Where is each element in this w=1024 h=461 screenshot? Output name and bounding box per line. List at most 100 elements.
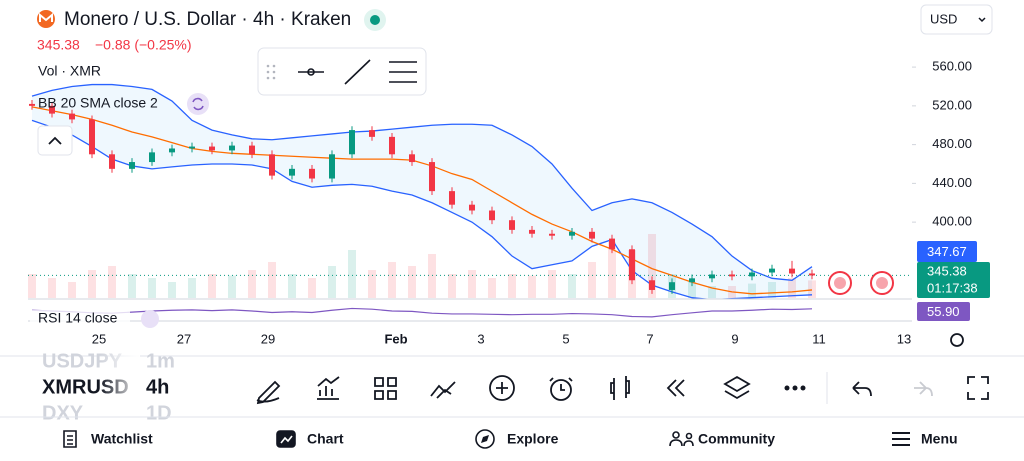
add-tool[interactable] bbox=[489, 375, 515, 401]
volume-bar bbox=[128, 274, 136, 298]
bb-settings-icon bbox=[192, 97, 204, 111]
volume-bar bbox=[568, 274, 576, 298]
x-tick-label: 3 bbox=[477, 331, 484, 346]
watchlist-interval[interactable]: 4h bbox=[146, 376, 169, 398]
bb-settings[interactable] bbox=[187, 93, 209, 115]
price-label: 347.67 bbox=[927, 244, 967, 259]
dropdown-arrow bbox=[978, 17, 986, 23]
volume-bar bbox=[388, 262, 396, 298]
rsi-legend: RSI 14 close bbox=[38, 310, 118, 326]
candle-body bbox=[529, 229, 535, 234]
undo-tool[interactable] bbox=[852, 381, 872, 397]
nav-item[interactable]: Watchlist bbox=[91, 431, 153, 447]
volume-bar bbox=[268, 262, 276, 298]
volume-bar bbox=[348, 250, 356, 298]
volume-bar bbox=[228, 275, 236, 298]
trend-line-tool[interactable] bbox=[344, 59, 371, 85]
layers-tool[interactable] bbox=[723, 375, 751, 400]
bb-fill bbox=[32, 84, 812, 299]
compare-tool[interactable] bbox=[430, 381, 456, 399]
candle-body bbox=[169, 148, 175, 153]
settings-button[interactable] bbox=[950, 333, 964, 347]
candle-body bbox=[669, 282, 675, 290]
plot-area bbox=[28, 83, 910, 299]
menu-icon bbox=[892, 432, 910, 446]
volume-legend: Vol · XMR bbox=[38, 63, 101, 79]
volume-bar bbox=[788, 278, 796, 298]
candle-body bbox=[429, 162, 435, 192]
toolbar bbox=[256, 375, 989, 405]
rsi-settings[interactable] bbox=[141, 310, 159, 328]
price-label: 55.90 bbox=[927, 304, 960, 319]
watchlist-interval[interactable]: 1D bbox=[146, 402, 172, 424]
volume-bar bbox=[648, 234, 656, 298]
candle-body bbox=[609, 238, 615, 250]
candle-body bbox=[789, 268, 795, 274]
candle-body bbox=[569, 231, 575, 236]
candle-body bbox=[409, 154, 415, 163]
candle-body bbox=[369, 130, 375, 137]
indicators-tool[interactable] bbox=[317, 376, 340, 400]
nav-item[interactable]: Explore bbox=[507, 431, 559, 447]
watchlist-interval[interactable]: 1m bbox=[146, 350, 175, 372]
volume-bar bbox=[88, 270, 96, 298]
replay-tool[interactable] bbox=[666, 379, 685, 397]
candle-body bbox=[289, 168, 295, 176]
fib-tool[interactable] bbox=[389, 61, 417, 83]
drag-handle bbox=[266, 64, 276, 80]
candle-body bbox=[629, 249, 635, 281]
layout-tool[interactable] bbox=[374, 377, 397, 400]
fullscreen-tool[interactable] bbox=[967, 376, 989, 400]
nav-item[interactable]: Chart bbox=[307, 431, 344, 447]
horizontal-line-tool[interactable] bbox=[298, 68, 324, 76]
price-label-box bbox=[917, 302, 970, 321]
volume-bar bbox=[608, 242, 616, 298]
collapse-button[interactable] bbox=[37, 125, 73, 156]
volume-bar bbox=[748, 283, 756, 298]
watchlist-icon bbox=[63, 430, 77, 448]
candle-body bbox=[729, 274, 735, 277]
volume-bar bbox=[448, 274, 456, 298]
collapse-icon bbox=[48, 136, 62, 145]
nav-item[interactable]: Community bbox=[698, 431, 775, 447]
chart-icon-line bbox=[280, 435, 293, 444]
draw-tool[interactable] bbox=[256, 380, 281, 405]
candle-body bbox=[389, 136, 395, 155]
explore-icon bbox=[475, 429, 495, 449]
volume-bar bbox=[108, 266, 116, 298]
candle-body bbox=[129, 162, 135, 169]
add-icon bbox=[496, 382, 508, 394]
candle-body bbox=[769, 268, 775, 273]
event-flag-icon bbox=[834, 277, 846, 289]
volume-bar bbox=[288, 274, 296, 298]
redo-tool bbox=[914, 381, 933, 397]
currency-select[interactable] bbox=[920, 4, 993, 35]
y-tick-label: 400.00 bbox=[932, 214, 972, 229]
volume-bar bbox=[768, 282, 776, 298]
x-tick-label: Feb bbox=[384, 331, 407, 346]
currency: USD bbox=[930, 11, 957, 26]
y-tick-label: 480.00 bbox=[932, 136, 972, 151]
nav-item[interactable]: Menu bbox=[921, 431, 958, 447]
candle-body bbox=[309, 168, 315, 179]
y-tick-label: 440.00 bbox=[932, 175, 972, 190]
candle-body bbox=[469, 204, 475, 211]
watchlist-symbol[interactable]: DXY bbox=[42, 402, 84, 424]
y-tick-label: 520.00 bbox=[932, 97, 972, 112]
explore-needle bbox=[481, 435, 489, 443]
x-tick-label: 29 bbox=[261, 331, 275, 346]
candle-body bbox=[809, 273, 815, 276]
candle-tool[interactable] bbox=[610, 376, 630, 400]
candle-body bbox=[549, 233, 555, 236]
volume-bar bbox=[208, 274, 216, 298]
bb-basis-line bbox=[31, 106, 813, 295]
more-tool[interactable] bbox=[784, 385, 806, 391]
volume-bar bbox=[548, 270, 556, 298]
price-label-box bbox=[917, 241, 977, 262]
alert-tool[interactable] bbox=[550, 379, 572, 401]
community-head bbox=[672, 431, 680, 439]
market-status-dot bbox=[370, 15, 380, 25]
rsi-line bbox=[31, 307, 813, 318]
candle-body bbox=[509, 220, 515, 230]
x-tick-label: 7 bbox=[646, 331, 653, 346]
